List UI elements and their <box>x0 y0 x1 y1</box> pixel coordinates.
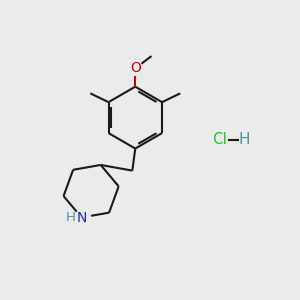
Text: H: H <box>238 132 250 147</box>
Text: N: N <box>76 211 87 224</box>
Text: Cl: Cl <box>212 132 226 147</box>
Text: H: H <box>65 211 75 224</box>
Text: O: O <box>130 61 141 75</box>
